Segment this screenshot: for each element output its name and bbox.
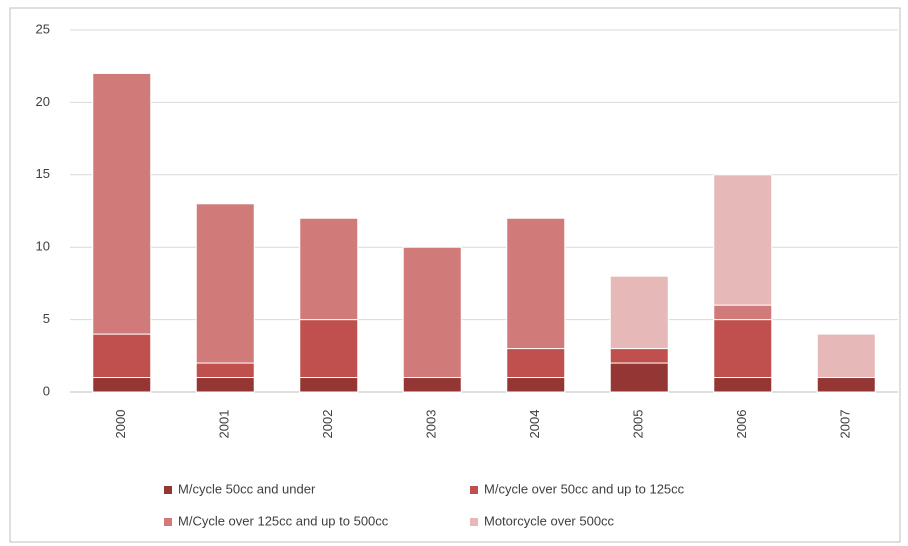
bar-segment (713, 174, 773, 306)
bar-segment (299, 217, 359, 321)
legend-label: Motorcycle over 500cc (484, 513, 615, 528)
bar-segment (92, 333, 152, 379)
y-tick-label: 20 (36, 94, 50, 109)
bar-segment (195, 377, 255, 393)
bar-segment (713, 304, 773, 321)
x-tick-label: 2002 (320, 410, 335, 439)
y-tick-label: 0 (43, 383, 50, 398)
bar-segment (195, 203, 255, 364)
bar-segment (92, 377, 152, 393)
bar-segment (816, 333, 876, 379)
bar-segment (713, 319, 773, 379)
bar-segment (402, 246, 462, 379)
bar-segment (299, 377, 359, 393)
bar-segment (506, 377, 566, 393)
y-tick-label: 10 (36, 239, 50, 254)
legend-swatch (164, 518, 172, 526)
legend-swatch (470, 518, 478, 526)
legend-label: M/Cycle over 125cc and up to 500cc (178, 513, 389, 528)
legend-label: M/cycle 50cc and under (178, 481, 316, 496)
bar-segment (299, 319, 359, 379)
x-tick-label: 2005 (631, 410, 646, 439)
bar-segment (506, 217, 566, 350)
legend-label: M/cycle over 50cc and up to 125cc (484, 481, 685, 496)
x-tick-label: 2006 (734, 410, 749, 439)
bar-segment (609, 362, 669, 393)
x-tick-label: 2003 (424, 410, 439, 439)
bar-segment (609, 348, 669, 364)
y-tick-label: 25 (36, 21, 50, 36)
bar-segment (506, 348, 566, 379)
bar-segment (816, 377, 876, 393)
bar-segment (195, 362, 255, 379)
x-tick-label: 2000 (113, 410, 128, 439)
y-tick-label: 5 (43, 311, 50, 326)
bar-segment (713, 377, 773, 393)
y-tick-label: 15 (36, 166, 50, 181)
x-tick-label: 2007 (838, 410, 853, 439)
bar-segment (609, 275, 669, 350)
legend-swatch (470, 486, 478, 494)
legend-swatch (164, 486, 172, 494)
x-tick-label: 2004 (527, 410, 542, 439)
x-tick-label: 2001 (217, 410, 232, 439)
bar-segment (402, 377, 462, 393)
bar-segment (92, 72, 152, 335)
